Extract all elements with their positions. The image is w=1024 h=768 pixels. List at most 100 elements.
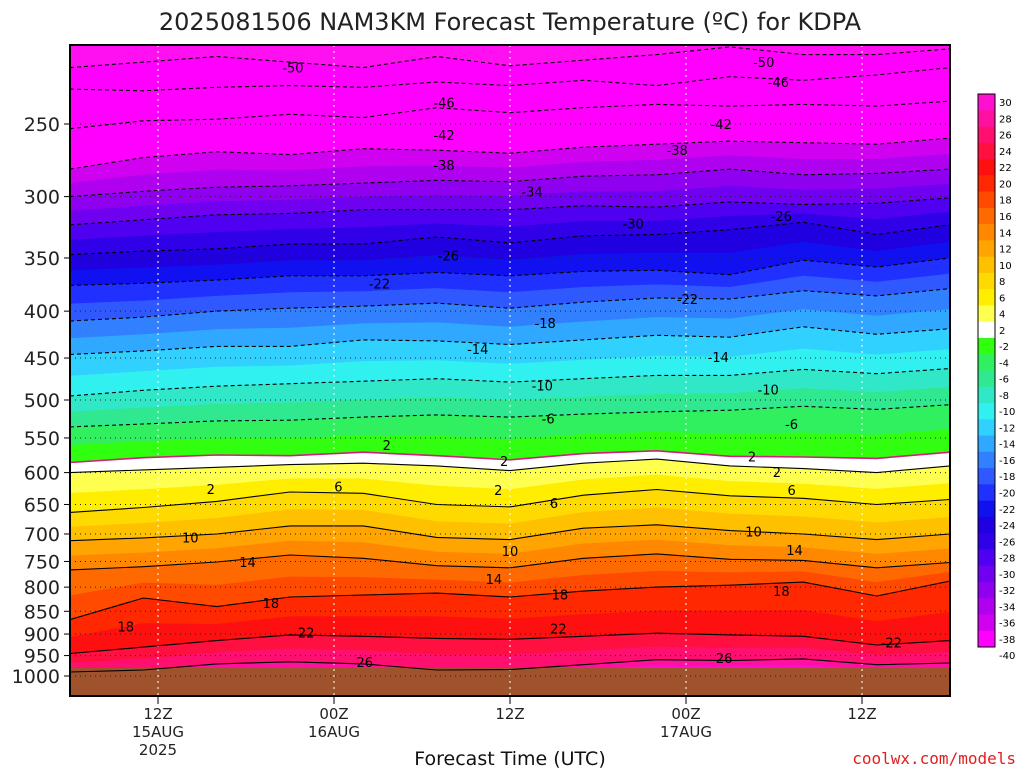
isotherm-label: -6 (542, 413, 555, 428)
isotherm-line (70, 137, 950, 170)
x-tick-label: 17AUG (660, 723, 712, 741)
colorbar-label: -16 (999, 456, 1015, 467)
colorbar-label: -18 (999, 472, 1015, 483)
colorbar-label: 12 (999, 245, 1012, 256)
isotherm-label: -42 (711, 118, 732, 133)
colorbar-label: 18 (999, 196, 1012, 207)
colorbar-label: 22 (999, 163, 1012, 174)
isotherm-label: -22 (369, 277, 390, 292)
isotherm-line (70, 168, 950, 198)
isotherm-label: 14 (486, 573, 503, 588)
colorbar-label: -24 (999, 521, 1015, 532)
colorbar-swatch (978, 272, 995, 290)
isotherm-label: -30 (623, 218, 644, 233)
colorbar-legend: 30 28 26 24 22 20 18 16 14 12 10 8 6 4 2 -2 -4 -6 -8 -10 -12… (977, 93, 1015, 662)
colorbar-swatch (978, 419, 995, 436)
y-tick-label: 300 (24, 187, 60, 209)
isotherm-label: -30 (623, 218, 644, 233)
isotherm-line (70, 488, 950, 513)
isotherm-label: 2 (500, 455, 508, 470)
isotherm-label: -38 (433, 159, 454, 174)
isotherm-line (70, 367, 950, 397)
colorbar-swatch (978, 386, 995, 404)
colorbar-swatch (978, 630, 995, 648)
y-tick-label: 600 (24, 463, 60, 485)
isotherm-line (70, 524, 950, 542)
isotherm-line (70, 288, 950, 322)
colorbar-label: -30 (999, 570, 1015, 581)
x-axis-label: Forecast Time (UTC) (414, 748, 605, 768)
isotherm-label: 26 (716, 652, 733, 667)
colorbar-swatch (978, 256, 995, 274)
isotherm-line (70, 580, 950, 621)
x-tick-label: 12Z (495, 705, 524, 723)
colorbar-swatch (978, 516, 995, 534)
isotherm-line (70, 553, 950, 571)
isotherm-line (70, 658, 950, 673)
isotherm-line (70, 257, 950, 286)
isotherm-label: 10 (182, 531, 199, 546)
isotherm-line (70, 449, 950, 464)
isotherm-line (70, 46, 950, 69)
y-tick-label: 1000 (12, 666, 60, 688)
colorbar-label: -36 (999, 619, 1015, 630)
y-tick-label: 800 (24, 577, 60, 599)
isotherm-label: -42 (433, 129, 454, 144)
isotherm-label: -50 (282, 62, 303, 77)
colorbar-swatch (978, 484, 995, 502)
isotherm-label: 2 (773, 466, 781, 481)
site-credit: coolwx.com/models (852, 749, 1016, 768)
isotherm-label: 6 (787, 484, 795, 499)
colorbar-swatch (978, 451, 995, 469)
colorbar-label: -8 (999, 391, 1009, 402)
colorbar-label: 4 (999, 310, 1005, 321)
colorbar-frame (977, 93, 996, 648)
x-tick-label: 2025 (139, 741, 177, 759)
isotherm-label: -14 (708, 351, 729, 366)
colorbar-label: -28 (999, 554, 1015, 565)
x-tick-label: 00Z (671, 705, 700, 723)
isotherm-label: 18 (117, 620, 134, 635)
x-tick-label: 12Z (847, 705, 876, 723)
colorbar-label: 20 (999, 180, 1012, 191)
isotherm-label: 14 (239, 556, 256, 571)
colorbar-swatch (978, 354, 995, 371)
colorbar-label: 26 (999, 131, 1012, 142)
x-tick-label: 15AUG (132, 723, 184, 741)
y-tick-label: 750 (24, 551, 60, 573)
colorbar-label: -22 (999, 505, 1015, 516)
colorbar-swatch (978, 370, 995, 388)
y-tick-label: 450 (24, 348, 60, 370)
isotherm-label: 18 (552, 589, 569, 604)
isotherm-line (70, 197, 950, 226)
x-tick-label: 16AUG (308, 723, 360, 741)
colorbar-label: -14 (999, 440, 1015, 451)
y-tick-label: 900 (24, 624, 60, 646)
colorbar-label: -10 (999, 407, 1015, 418)
isotherm-contours (70, 46, 950, 673)
isotherm-label: -34 (521, 185, 542, 200)
temperature-fill-layers (70, 45, 950, 696)
isotherm-label: 2 (494, 484, 502, 499)
isotherm-label: -10 (532, 379, 553, 394)
colorbar-label: 16 (999, 212, 1012, 223)
isotherm-label: 2 (383, 439, 391, 454)
isotherm-label: 26 (357, 656, 374, 671)
y-tick-label: 850 (24, 601, 60, 623)
colorbar-label: 8 (999, 277, 1005, 288)
colorbar-label: 6 (999, 293, 1005, 304)
colorbar-swatch (978, 533, 995, 550)
colorbar-swatch (978, 126, 995, 144)
isotherm-label: -18 (535, 317, 556, 332)
colorbar-swatch (978, 175, 995, 192)
isotherm-label: -22 (881, 636, 902, 651)
isotherm-label: 2 (748, 450, 756, 465)
colorbar-swatch (978, 500, 995, 518)
colorbar-label: -34 (999, 602, 1015, 613)
colorbar-swatch (978, 94, 995, 111)
isotherm-label: 18 (263, 597, 280, 612)
colorbar-swatch (978, 549, 995, 567)
colorbar-label: -40 (999, 651, 1015, 662)
isotherm-label: 10 (502, 545, 519, 560)
